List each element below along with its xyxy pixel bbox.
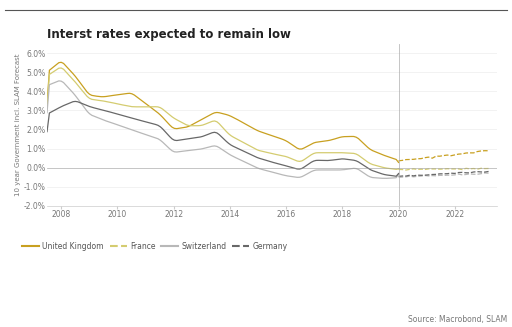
Y-axis label: 10 year Government incl. SLAM Forecast: 10 year Government incl. SLAM Forecast xyxy=(15,54,21,196)
Text: Interst rates expected to remain low: Interst rates expected to remain low xyxy=(47,28,291,41)
Legend: United Kingdom, France, Switzerland, Germany: United Kingdom, France, Switzerland, Ger… xyxy=(19,239,290,254)
Text: Source: Macrobond, SLAM: Source: Macrobond, SLAM xyxy=(408,315,507,324)
